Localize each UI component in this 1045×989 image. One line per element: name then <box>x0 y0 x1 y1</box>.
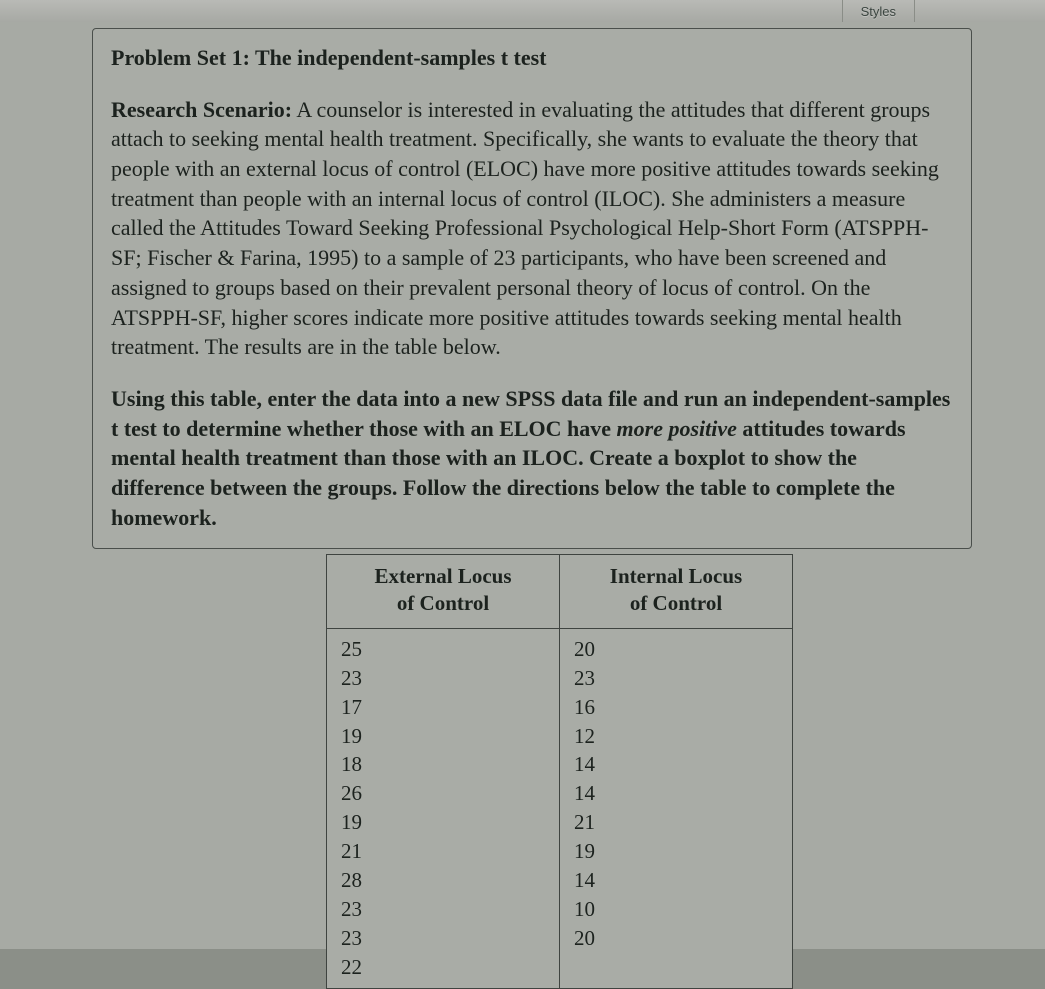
title-rest: The independent-samples t test <box>255 45 547 70</box>
col-header-eloc-line2: of Control <box>397 591 489 615</box>
col-header-iloc: Internal Locus of Control <box>560 555 793 629</box>
research-scenario: Research Scenario: A counselor is intere… <box>111 95 953 362</box>
col-header-iloc-line1: Internal Locus <box>610 564 742 588</box>
iloc-data-cell: 20 23 16 12 14 14 21 19 14 10 20 <box>560 628 793 989</box>
styles-group-label: Styles <box>861 4 896 19</box>
iloc-values: 20 23 16 12 14 14 21 19 14 10 20 <box>574 635 782 954</box>
instructions: Using this table, enter the data into a … <box>111 384 953 532</box>
table-row: 25 23 17 19 18 26 19 21 28 23 23 22 20 2… <box>327 628 793 989</box>
table-header-row: External Locus of Control Internal Locus… <box>327 555 793 629</box>
eloc-values: 25 23 17 19 18 26 19 21 28 23 23 22 <box>341 635 549 983</box>
data-table: External Locus of Control Internal Locus… <box>326 554 793 989</box>
scenario-label: Research Scenario: <box>111 97 292 122</box>
problem-title: Problem Set 1: The independent-samples t… <box>111 43 953 73</box>
scenario-text: A counselor is interested in evaluating … <box>111 97 939 360</box>
col-header-eloc-line1: External Locus <box>374 564 511 588</box>
col-header-iloc-line2: of Control <box>630 591 722 615</box>
document-page: Problem Set 1: The independent-samples t… <box>0 22 1045 949</box>
col-header-eloc: External Locus of Control <box>327 555 560 629</box>
ribbon-toolbar: Styles <box>0 0 1045 23</box>
eloc-data-cell: 25 23 17 19 18 26 19 21 28 23 23 22 <box>327 628 560 989</box>
instr-italic: more positive <box>617 416 737 441</box>
title-prefix: Problem Set 1: <box>111 45 255 70</box>
problem-box: Problem Set 1: The independent-samples t… <box>92 28 972 549</box>
styles-ribbon-group[interactable]: Styles <box>842 0 915 22</box>
